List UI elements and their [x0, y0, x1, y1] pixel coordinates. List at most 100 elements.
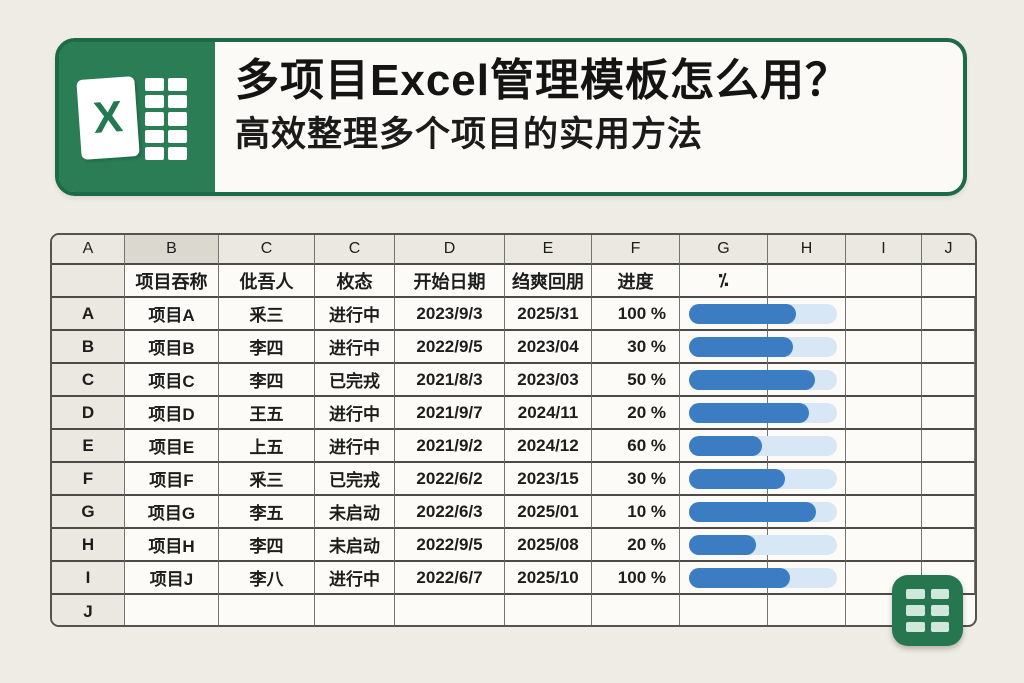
cell-end-date[interactable]: 2025/10: [505, 562, 592, 595]
column-letter-e-5[interactable]: E: [505, 235, 592, 265]
cell-status[interactable]: 进行中: [315, 562, 395, 595]
cell-project-name[interactable]: 项目E: [125, 430, 219, 463]
row-label[interactable]: C: [52, 364, 125, 397]
cell-project-name[interactable]: 项目G: [125, 496, 219, 529]
row-label[interactable]: D: [52, 397, 125, 430]
cell-end-date[interactable]: 2024/12: [505, 430, 592, 463]
cell-progress-percent[interactable]: 60 %: [592, 430, 680, 463]
row-label[interactable]: F: [52, 463, 125, 496]
cell-status[interactable]: 已完戎: [315, 463, 395, 496]
cell-start-date[interactable]: 2021/9/7: [395, 397, 505, 430]
row-label[interactable]: E: [52, 430, 125, 463]
column-letter-h-8[interactable]: H: [768, 235, 846, 265]
cell-start-date[interactable]: 2021/9/2: [395, 430, 505, 463]
cell-status[interactable]: 进行中: [315, 430, 395, 463]
cell-end-date[interactable]: 2023/04: [505, 331, 592, 364]
cell-status[interactable]: 已完戎: [315, 364, 395, 397]
cell-bar-area[interactable]: [680, 595, 768, 625]
cell-owner[interactable]: [219, 595, 315, 625]
cell-progress-percent[interactable]: 10 %: [592, 496, 680, 529]
cell-end-date[interactable]: 2023/03: [505, 364, 592, 397]
cell-start-date[interactable]: 2023/9/3: [395, 298, 505, 331]
cell-project-name[interactable]: 项目D: [125, 397, 219, 430]
cell-owner[interactable]: 李四: [219, 529, 315, 562]
row-label[interactable]: H: [52, 529, 125, 562]
column-letter-a-0[interactable]: A: [52, 235, 125, 265]
cell-owner[interactable]: 王五: [219, 397, 315, 430]
cell-empty-i[interactable]: [846, 397, 922, 430]
cell-start-date[interactable]: 2022/9/5: [395, 529, 505, 562]
cell-project-name[interactable]: 项目A: [125, 298, 219, 331]
column-letter-b-1[interactable]: B: [125, 235, 219, 265]
cell-empty-j[interactable]: [922, 331, 975, 364]
column-letter-j-10[interactable]: J: [922, 235, 975, 265]
cell-start-date[interactable]: 2022/6/7: [395, 562, 505, 595]
cell-empty-j[interactable]: [922, 364, 975, 397]
cell-progress-percent[interactable]: 100 %: [592, 298, 680, 331]
cell-start-date[interactable]: 2022/9/5: [395, 331, 505, 364]
cell-empty-i[interactable]: [846, 463, 922, 496]
row-label[interactable]: B: [52, 331, 125, 364]
cell-empty-h[interactable]: [768, 331, 846, 364]
cell-project-name[interactable]: 项目H: [125, 529, 219, 562]
cell-project-name[interactable]: [125, 595, 219, 625]
cell-owner[interactable]: 李八: [219, 562, 315, 595]
column-letter-d-4[interactable]: D: [395, 235, 505, 265]
cell-owner[interactable]: 李五: [219, 496, 315, 529]
cell-status[interactable]: 进行中: [315, 298, 395, 331]
cell-end-date[interactable]: 2025/08: [505, 529, 592, 562]
cell-progress-percent[interactable]: 20 %: [592, 397, 680, 430]
cell-empty-j[interactable]: [922, 529, 975, 562]
cell-status[interactable]: 进行中: [315, 397, 395, 430]
cell-empty-j[interactable]: [922, 397, 975, 430]
cell-status[interactable]: [315, 595, 395, 625]
cell-project-name[interactable]: 项目B: [125, 331, 219, 364]
column-letter-i-9[interactable]: I: [846, 235, 922, 265]
cell-owner[interactable]: 李四: [219, 364, 315, 397]
column-letter-f-6[interactable]: F: [592, 235, 680, 265]
cell-status[interactable]: 未启动: [315, 529, 395, 562]
row-label[interactable]: J: [52, 595, 125, 625]
cell-progress-percent[interactable]: 30 %: [592, 331, 680, 364]
row-label[interactable]: A: [52, 298, 125, 331]
cell-start-date[interactable]: [395, 595, 505, 625]
cell-empty-i[interactable]: [846, 298, 922, 331]
cell-empty-j[interactable]: [922, 298, 975, 331]
cell-end-date[interactable]: 2025/31: [505, 298, 592, 331]
cell-status[interactable]: 未启动: [315, 496, 395, 529]
cell-empty-h[interactable]: [768, 298, 846, 331]
cell-progress-percent[interactable]: 100 %: [592, 562, 680, 595]
cell-empty-i[interactable]: [846, 529, 922, 562]
cell-owner[interactable]: 釆三: [219, 463, 315, 496]
cell-empty-j[interactable]: [922, 496, 975, 529]
cell-empty-h[interactable]: [768, 364, 846, 397]
cell-empty-h[interactable]: [768, 430, 846, 463]
cell-project-name[interactable]: 项目F: [125, 463, 219, 496]
cell-empty-h[interactable]: [768, 595, 846, 625]
column-letter-g-7[interactable]: G: [680, 235, 768, 265]
cell-end-date[interactable]: [505, 595, 592, 625]
column-letter-c-2[interactable]: C: [219, 235, 315, 265]
cell-end-date[interactable]: 2023/15: [505, 463, 592, 496]
cell-owner[interactable]: 釆三: [219, 298, 315, 331]
cell-empty-i[interactable]: [846, 430, 922, 463]
cell-progress-percent[interactable]: 30 %: [592, 463, 680, 496]
column-letter-c-3[interactable]: C: [315, 235, 395, 265]
cell-empty-h[interactable]: [768, 529, 846, 562]
cell-empty-j[interactable]: [922, 430, 975, 463]
cell-empty-h[interactable]: [768, 562, 846, 595]
cell-empty-h[interactable]: [768, 463, 846, 496]
cell-progress-percent[interactable]: 20 %: [592, 529, 680, 562]
cell-empty-i[interactable]: [846, 364, 922, 397]
cell-empty-i[interactable]: [846, 496, 922, 529]
cell-project-name[interactable]: 项目J: [125, 562, 219, 595]
cell-start-date[interactable]: 2022/6/3: [395, 496, 505, 529]
cell-empty-h[interactable]: [768, 397, 846, 430]
cell-start-date[interactable]: 2022/6/2: [395, 463, 505, 496]
row-label[interactable]: G: [52, 496, 125, 529]
cell-project-name[interactable]: 项目C: [125, 364, 219, 397]
cell-owner[interactable]: 上五: [219, 430, 315, 463]
cell-progress-percent[interactable]: 50 %: [592, 364, 680, 397]
cell-empty-j[interactable]: [922, 463, 975, 496]
cell-start-date[interactable]: 2021/8/3: [395, 364, 505, 397]
